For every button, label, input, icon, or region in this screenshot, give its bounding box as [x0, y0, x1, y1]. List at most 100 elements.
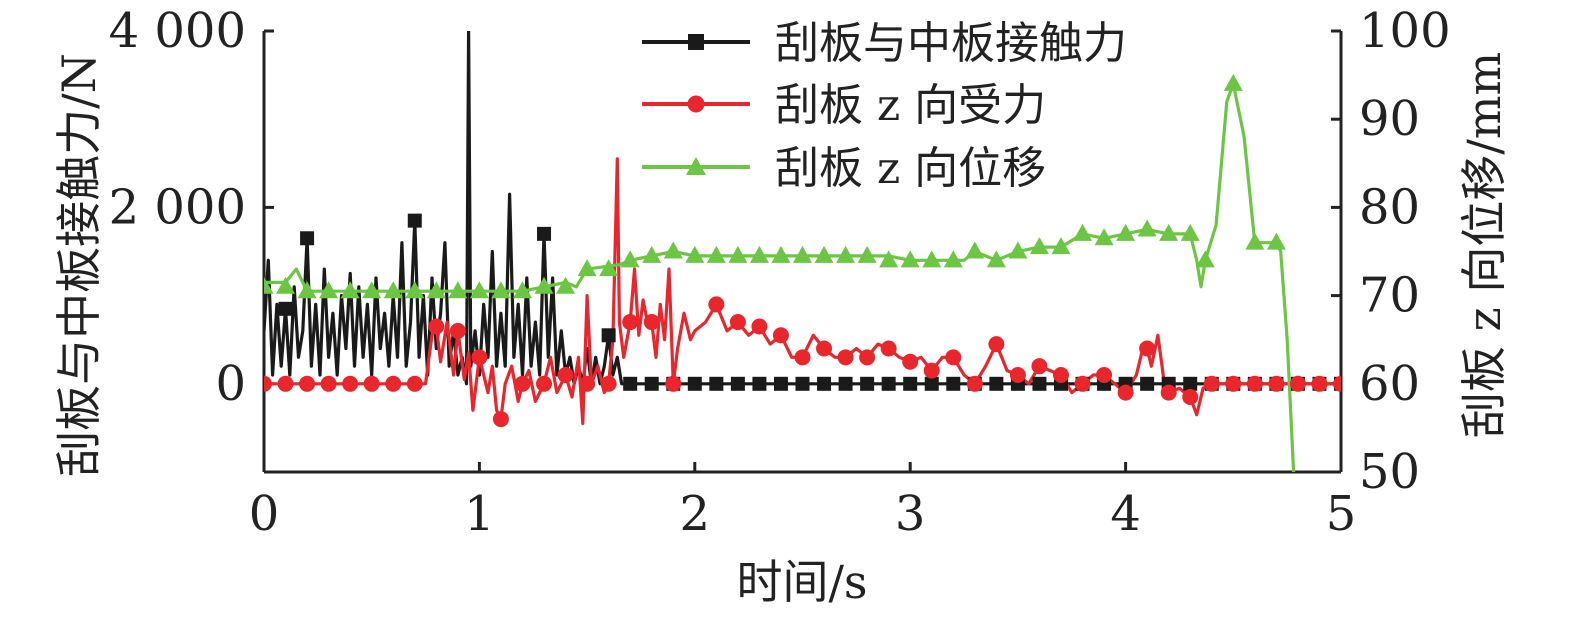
marker-z-force	[794, 349, 811, 366]
legend-label-z-displacement: 刮板 z 向位移	[775, 143, 1046, 194]
marker-z-force	[1052, 366, 1069, 383]
marker-z-displacement	[663, 241, 683, 259]
marker-z-displacement	[599, 259, 619, 277]
marker-contact-force	[860, 376, 875, 391]
y-left-ticks: 0 2 000 4 000	[109, 3, 274, 412]
marker-z-force	[622, 314, 639, 331]
y-right-tick-label: 80	[1359, 179, 1420, 235]
marker-z-force	[1268, 375, 1285, 392]
marker-z-displacement	[1245, 232, 1265, 250]
marker-z-displacement	[1223, 73, 1243, 91]
marker-z-displacement	[986, 250, 1006, 268]
x-tick-label: 4	[1110, 486, 1141, 542]
marker-z-displacement	[1137, 219, 1157, 237]
marker-contact-force	[300, 231, 315, 246]
marker-z-force	[264, 375, 272, 392]
marker-contact-force	[1032, 376, 1047, 391]
marker-z-force	[966, 375, 983, 392]
marker-z-force	[1311, 375, 1328, 392]
marker-z-displacement	[922, 250, 942, 268]
x-tick-label: 0	[249, 486, 280, 542]
marker-z-force	[363, 375, 380, 392]
marker-contact-force	[773, 376, 788, 391]
marker-z-displacement	[491, 281, 511, 299]
marker-contact-force	[752, 376, 767, 391]
marker-z-displacement	[879, 250, 899, 268]
marker-z-displacement	[556, 276, 576, 294]
marker-layer	[264, 73, 1341, 428]
marker-z-force	[1333, 375, 1341, 392]
marker-z-force	[1074, 375, 1091, 392]
marker-z-displacement	[642, 245, 662, 263]
marker-contact-force	[817, 376, 832, 391]
marker-z-force	[1289, 375, 1306, 392]
marker-z-displacement	[900, 250, 920, 268]
marker-z-force	[837, 349, 854, 366]
y-right-tick-label: 100	[1359, 3, 1451, 59]
marker-z-force	[708, 296, 725, 313]
marker-z-force	[536, 375, 553, 392]
marker-z-displacement	[276, 276, 296, 294]
marker-z-displacement	[512, 281, 532, 299]
marker-z-displacement	[1116, 223, 1136, 241]
y-right-tick-label: 50	[1359, 444, 1420, 500]
marker-contact-force	[1140, 376, 1155, 391]
legend: 刮板与中板接触力 刮板 z 向受力 刮板 z 向位移	[642, 18, 1127, 194]
marker-z-force	[729, 314, 746, 331]
marker-contact-force	[903, 376, 918, 391]
marker-z-displacement	[448, 281, 468, 299]
marker-z-displacement	[319, 281, 339, 299]
marker-z-displacement	[362, 281, 382, 299]
marker-contact-force	[1183, 376, 1198, 391]
x-tick-label: 3	[895, 486, 926, 542]
marker-z-force	[1117, 384, 1134, 401]
marker-contact-force	[838, 376, 853, 391]
x-ticks: 0 1 2 3 4 5	[249, 462, 1357, 542]
marker-z-displacement	[771, 245, 791, 263]
marker-z-force	[1160, 384, 1177, 401]
marker-contact-force	[687, 376, 702, 391]
marker-z-force	[1009, 366, 1026, 383]
marker-z-force	[277, 375, 294, 392]
marker-z-displacement	[685, 245, 705, 263]
marker-contact-force	[946, 376, 961, 391]
marker-z-force	[600, 375, 617, 392]
marker-z-force	[643, 314, 660, 331]
marker-z-force	[902, 353, 919, 370]
marker-contact-force	[924, 376, 939, 391]
marker-z-displacement	[1051, 237, 1071, 255]
legend-label-contact-force: 刮板与中板接触力	[775, 18, 1127, 69]
marker-contact-force	[730, 376, 745, 391]
marker-z-force	[492, 411, 509, 428]
marker-z-displacement	[706, 245, 726, 263]
x-tick-label: 2	[680, 486, 711, 542]
marker-z-displacement	[793, 245, 812, 263]
marker-z-displacement	[405, 281, 425, 299]
marker-z-force	[1182, 389, 1199, 406]
marker-z-displacement	[1266, 232, 1286, 250]
marker-z-force	[1031, 358, 1048, 375]
marker-z-force	[514, 375, 531, 392]
marker-z-displacement	[1094, 228, 1114, 246]
marker-z-displacement	[620, 250, 640, 268]
marker-z-force	[1139, 340, 1156, 357]
y-right-tick-label: 90	[1359, 91, 1420, 147]
marker-z-displacement	[534, 276, 554, 294]
marker-z-displacement	[1180, 223, 1200, 241]
marker-contact-force	[278, 301, 293, 316]
x-tick-label: 5	[1326, 486, 1357, 542]
marker-z-force	[1203, 375, 1220, 392]
marker-z-displacement	[943, 250, 963, 268]
marker-z-force	[449, 322, 466, 339]
legend-marker-triangle	[686, 157, 706, 175]
marker-z-displacement	[383, 281, 403, 299]
marker-z-displacement	[297, 281, 317, 299]
marker-z-displacement	[264, 276, 274, 294]
marker-z-force	[880, 340, 897, 357]
marker-z-displacement	[728, 245, 748, 263]
marker-z-displacement	[340, 281, 360, 299]
marker-z-displacement	[1159, 223, 1179, 241]
marker-z-displacement	[426, 281, 446, 299]
marker-z-displacement	[577, 259, 597, 277]
